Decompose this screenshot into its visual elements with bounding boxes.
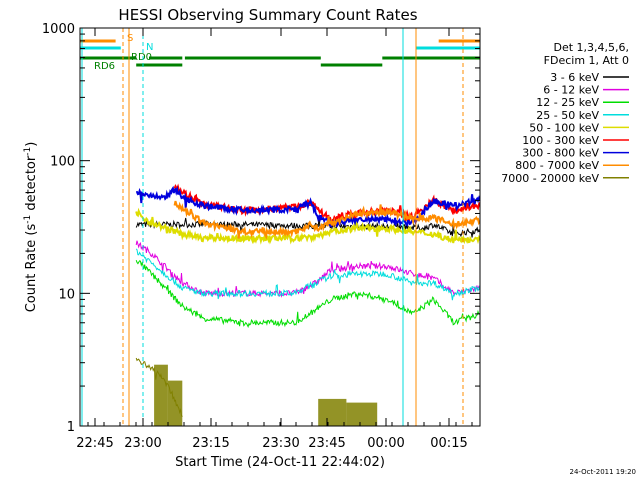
chart-title: HESSI Observing Summary Count Rates (118, 6, 417, 24)
legend-label-3: 12 - 25 keV (536, 96, 599, 109)
series-group (135, 183, 481, 426)
low-energy-block-3 (318, 398, 347, 426)
x-tick-label-2: 23:00 (124, 436, 161, 451)
legend-label-9: 7000 - 20000 keV (501, 172, 599, 185)
legend-label-6: 100 - 300 keV (522, 134, 599, 147)
y-axis-label-sup1: -1 (23, 215, 33, 224)
legend-header-1: Det 1,3,4,5,6, (553, 41, 629, 54)
x-tick-label-7: 00:15 (430, 436, 467, 451)
legend-label-7: 300 - 800 keV (522, 147, 599, 160)
flag-label-n: N (146, 42, 153, 53)
x-tick-label-3: 23:15 (192, 436, 229, 451)
series-line-3 (135, 260, 480, 328)
y-tick-label-1: 1 (67, 420, 75, 435)
y-axis-label: Count Rate (s-1 detector-1) (23, 142, 39, 313)
y-axis-label-sup2: -1 (23, 147, 33, 156)
x-tick-label-4: 23:30 (262, 436, 299, 451)
legend-label-4: 25 - 50 keV (536, 109, 599, 122)
x-tick-label-1: 22:45 (76, 436, 113, 451)
legend: Det 1,3,4,5,6, FDecim 1, Att 0 3 - 6 keV… (501, 41, 629, 185)
x-tick-label-6: 00:00 (367, 436, 404, 451)
series-line-8 (173, 200, 481, 240)
y-axis-label-end: ) (24, 142, 39, 147)
y-tick-label-3: 100 (50, 155, 75, 170)
legend-label-1: 3 - 6 keV (550, 71, 599, 84)
vertical-markers (81, 28, 464, 426)
y-axis-label-mid: detector (24, 155, 39, 215)
timestamp: 24-Oct-2011 19:20 (570, 468, 636, 476)
x-tick-label-5: 23:45 (308, 436, 345, 451)
y-ticks: 1 10 100 1000 (42, 22, 480, 435)
series-line-7 (135, 185, 481, 228)
y-tick-label-4: 1000 (42, 22, 75, 37)
x-axis-label: Start Time (24-Oct-11 22:44:02) (175, 455, 385, 470)
low-energy-block-4 (346, 402, 378, 426)
flag-label-s: S (127, 33, 133, 44)
flag-label-rd0: RD0 (131, 52, 152, 63)
y-tick-label-2: 10 (58, 287, 75, 302)
flag-label-rd6: RD6 (94, 61, 115, 72)
series-line-5 (135, 207, 481, 245)
legend-label-5: 50 - 100 keV (529, 121, 599, 134)
x-ticks: 22:45 23:00 23:15 23:30 23:45 00:00 00:15 (76, 28, 473, 451)
legend-label-8: 800 - 7000 keV (515, 159, 599, 172)
y-axis-label-main: Count Rate (s (24, 224, 39, 313)
low-energy-block-1 (154, 364, 168, 426)
legend-label-2: 6 - 12 keV (543, 84, 599, 97)
legend-header-2: FDecim 1, Att 0 (544, 54, 629, 67)
low-energy-block-2 (167, 380, 183, 426)
series-line-4 (135, 248, 481, 301)
